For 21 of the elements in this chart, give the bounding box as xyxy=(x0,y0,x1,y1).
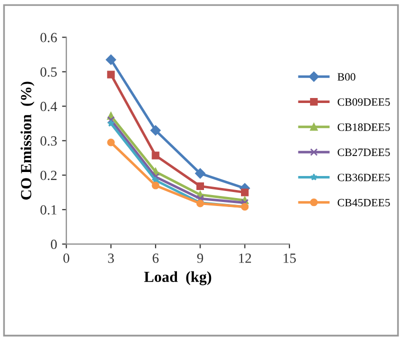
x-tick-label: 6 xyxy=(152,254,159,263)
legend-label: CB36DEE5 xyxy=(338,174,390,182)
legend-label: CB27DEE5 xyxy=(338,148,390,156)
y-tick-label: 0.5 xyxy=(40,67,57,77)
legend-label: CB18DEE5 xyxy=(338,123,390,131)
x-tick-label: 9 xyxy=(197,254,204,263)
x-tick-label: 3 xyxy=(108,254,114,263)
legend-label: CB09DEE5 xyxy=(338,98,390,106)
x-tick-label: 12 xyxy=(239,254,251,263)
y-tick-label: 0.1 xyxy=(40,205,56,215)
y-tick-label: 0.6 xyxy=(40,32,57,42)
y-tick-label: 0 xyxy=(50,240,57,250)
y-tick-label: 0.4 xyxy=(40,102,58,112)
x-axis-title: Load (kg) xyxy=(144,271,212,286)
legend-label: B00 xyxy=(338,73,356,81)
y-tick-label: 0.2 xyxy=(40,170,57,180)
legend-label: CB45DEE5 xyxy=(338,198,390,206)
y-axis-title: CO Emission (%) xyxy=(20,82,34,200)
x-tick-label: 0 xyxy=(63,254,70,263)
x-tick-label: 15 xyxy=(284,254,296,263)
y-tick-label: 0.3 xyxy=(40,136,57,146)
